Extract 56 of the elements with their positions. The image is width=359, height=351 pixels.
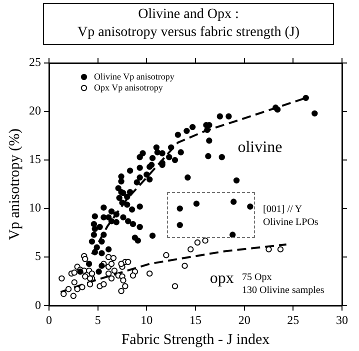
- y-tick-label: 15: [29, 152, 41, 166]
- point: [110, 254, 117, 262]
- y-tick-label: 20: [29, 104, 41, 118]
- point: [100, 281, 107, 288]
- point: [86, 281, 94, 288]
- y-tick-label: 0: [35, 298, 41, 312]
- x-tick-label: 20: [238, 312, 250, 327]
- point: [194, 239, 201, 246]
- point: [88, 270, 96, 277]
- point: [105, 254, 112, 260]
- point: [82, 256, 88, 262]
- x-tick-label: 25: [287, 312, 300, 327]
- point: [58, 275, 65, 282]
- point: [163, 252, 170, 258]
- x-axis-title: Fabric Strength - J index: [121, 332, 270, 348]
- y-tick-label: 25: [29, 55, 41, 70]
- point: [182, 262, 188, 269]
- x-tick-label: 10: [140, 312, 153, 327]
- y-tick-label: 10: [29, 200, 41, 215]
- point: [120, 277, 126, 284]
- legend-label: Opx Vp anisotropy: [94, 82, 164, 92]
- point: [125, 258, 132, 266]
- point: [82, 273, 88, 280]
- x-tick-label: 15: [190, 312, 202, 327]
- point: [108, 260, 115, 267]
- annotation: [001] // Y Olivine LPOs: [263, 204, 318, 228]
- point: [118, 288, 124, 294]
- point: [71, 270, 78, 276]
- point: [146, 270, 153, 277]
- annotation: olivine: [238, 139, 282, 156]
- annotation: opx: [210, 270, 234, 288]
- point: [172, 283, 178, 290]
- point: [70, 292, 77, 299]
- point: [108, 275, 115, 282]
- point: [71, 279, 78, 286]
- point: [60, 290, 67, 298]
- point: [122, 283, 128, 290]
- point: [111, 268, 118, 274]
- point: [188, 246, 194, 252]
- x-tick-label: 5: [94, 312, 101, 327]
- point: [74, 286, 80, 292]
- point: [105, 270, 112, 277]
- annotation: 75 Opx 130 Olivine samples: [242, 272, 324, 296]
- point: [277, 246, 284, 252]
- x-tick-label: 30: [336, 312, 348, 327]
- y-axis-title: Vp anisotropy (%): [6, 128, 23, 240]
- chart-title: Olivine and Opx :: [137, 6, 240, 24]
- x-tick-label: 0: [46, 312, 52, 327]
- point: [118, 260, 124, 267]
- point: [79, 284, 86, 290]
- point: [65, 286, 72, 292]
- chart-subtitle: Vp anisotropy versus fabric strength (J): [76, 24, 300, 42]
- point: [202, 237, 208, 244]
- point: [130, 272, 136, 279]
- y-tick-label: 5: [35, 249, 41, 264]
- legend-label: Olivine Vp anisotropy: [94, 71, 175, 82]
